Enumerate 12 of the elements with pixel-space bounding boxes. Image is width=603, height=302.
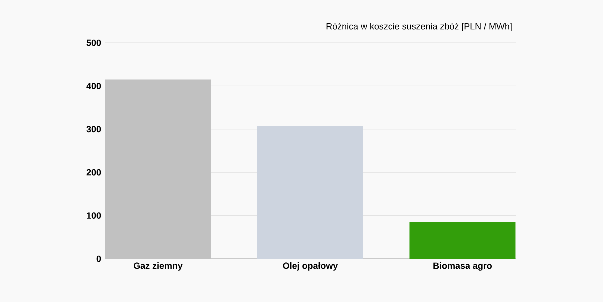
x-tick-label: Olej opałowy [283,262,338,271]
x-tick-label: Gaz ziemny [134,262,183,271]
bar [105,80,212,259]
chart-title: Różnica w koszcie suszenia zbóż [PLN / MWh] [326,23,512,32]
bar [410,222,516,259]
y-tick-label: 0 [96,256,102,262]
y-tick-label: 300 [86,126,102,133]
y-tick-label: 100 [87,212,102,219]
x-tick-label: Biomasa agro [434,262,492,271]
y-tick-label: 400 [86,83,102,90]
y-tick-label: 500 [86,40,102,46]
y-tick-label: 200 [86,169,102,176]
